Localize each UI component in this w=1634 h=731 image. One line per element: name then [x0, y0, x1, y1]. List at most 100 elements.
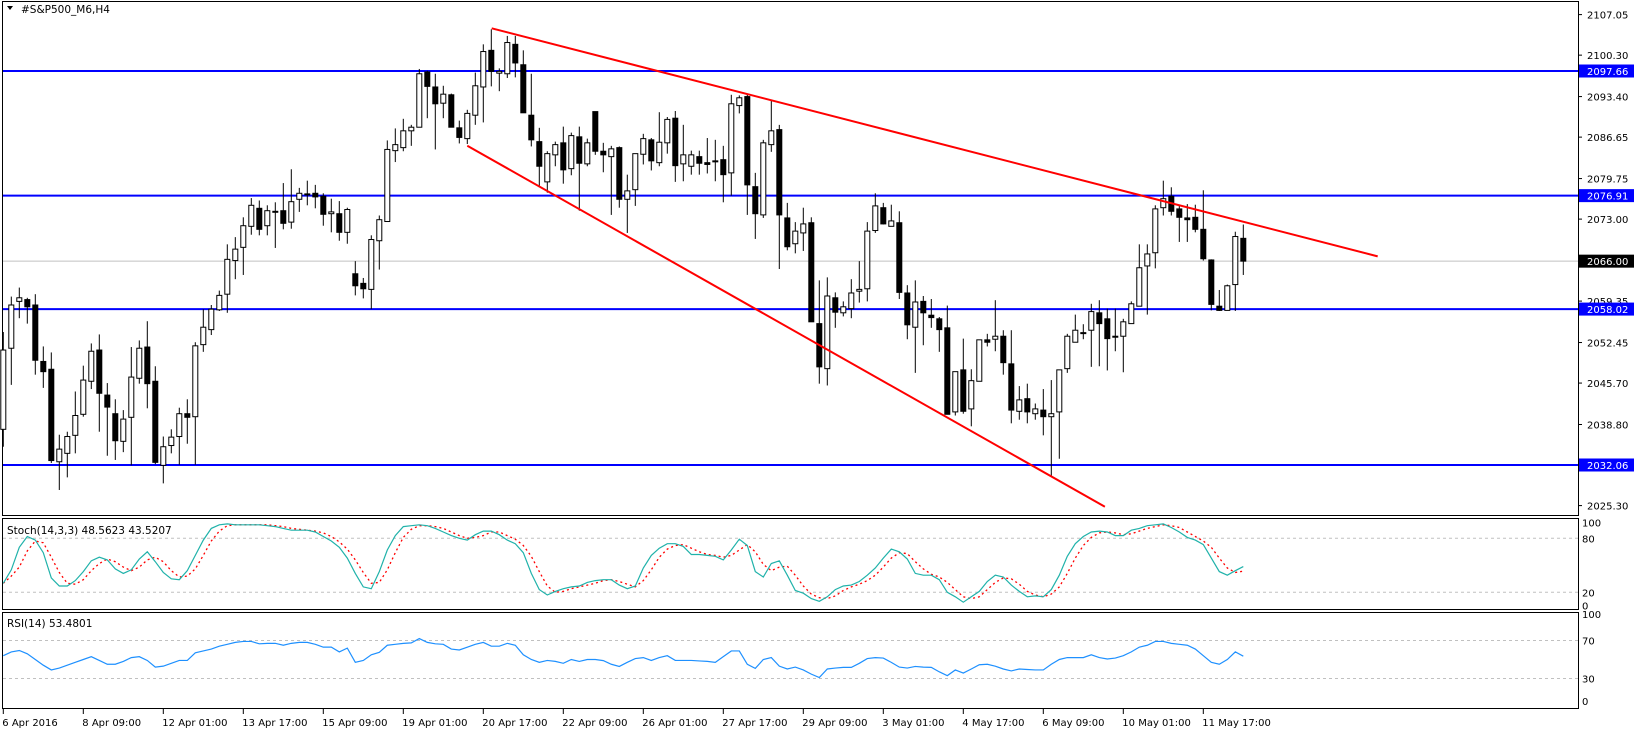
candle-body	[136, 347, 143, 379]
bull-candle	[0, 332, 7, 447]
bear-candle	[808, 217, 815, 323]
candle-body	[456, 127, 463, 138]
candle-body	[120, 418, 127, 442]
candle-body	[416, 73, 423, 128]
bull-candle	[1224, 284, 1231, 311]
bear-candle	[24, 297, 31, 324]
time-label: 27 Apr 17:00	[722, 718, 787, 729]
candle-body	[576, 136, 583, 164]
candle-body	[568, 135, 575, 170]
candle-body	[688, 154, 695, 167]
candle-body	[600, 150, 607, 156]
bear-candle	[360, 277, 367, 299]
candle-body	[376, 219, 383, 242]
candle-body	[544, 153, 551, 183]
candle-body	[424, 71, 431, 87]
candle-body	[400, 130, 407, 149]
bull-candle	[712, 139, 719, 182]
candle-body	[104, 394, 111, 408]
bear-candle	[1208, 259, 1215, 311]
bull-candle	[1088, 303, 1095, 367]
candle-body	[352, 273, 359, 287]
rsi-line	[3, 637, 1244, 679]
candle-body	[248, 204, 255, 227]
bear-candle	[648, 138, 655, 171]
bull-candle	[640, 133, 647, 165]
candle-body	[360, 282, 367, 290]
bull-candle	[1016, 386, 1023, 420]
candle-body	[1144, 253, 1151, 267]
level-price-label: 2097.66	[1587, 67, 1628, 78]
candle-body	[712, 160, 719, 163]
candle-body	[160, 446, 167, 466]
candle-body	[1136, 267, 1143, 307]
candle-body	[632, 153, 639, 191]
bull-candle	[376, 215, 383, 270]
candle-body	[40, 360, 47, 373]
price-label: 2107.05	[1587, 11, 1628, 22]
bear-candle	[1104, 308, 1111, 371]
bear-candle	[1200, 190, 1207, 261]
bull-candle	[840, 301, 847, 317]
price-axis: 2107.05 2100.30 2093.40 2086.65 2079.75 2073.…	[1578, 11, 1634, 513]
bull-candle	[952, 371, 959, 416]
bull-candle	[464, 109, 471, 145]
stochastic-panel[interactable]	[2, 518, 1579, 610]
trendline-lower[interactable]	[466, 144, 1106, 508]
bull-candle	[544, 151, 551, 193]
candle-body	[344, 208, 351, 233]
time-axis: 6 Apr 2016 8 Apr 09:00 12 Apr 01:00 13 Apr …	[2, 709, 1271, 729]
candle-body	[656, 141, 663, 164]
bull-candle	[16, 287, 23, 319]
bull-candle	[392, 128, 399, 163]
bull-candle	[1048, 380, 1055, 477]
level-price-label: 2076.91	[1587, 192, 1628, 203]
candle-body	[528, 114, 535, 141]
candle-body	[472, 85, 479, 116]
bear-candle	[744, 94, 751, 215]
main-panel[interactable]	[2, 1, 1579, 516]
stoch-axis-label: 0	[1582, 601, 1588, 612]
bull-candle	[1144, 244, 1151, 315]
candle-body	[768, 130, 775, 146]
bull-candle	[736, 95, 743, 114]
candle-body	[392, 144, 399, 152]
bull-candle	[656, 112, 663, 167]
trendline-upper[interactable]	[491, 27, 1378, 258]
time-label: 4 May 17:00	[962, 718, 1024, 729]
price-label: 2045.70	[1587, 379, 1628, 390]
triangle-down-icon[interactable]	[7, 6, 13, 10]
time-label: 22 Apr 09:00	[562, 718, 627, 729]
time-label: 19 Apr 01:00	[402, 718, 467, 729]
bear-candle	[896, 211, 903, 299]
rsi-chart: 100 70 30 0	[3, 610, 1601, 708]
bull-candle	[1136, 244, 1143, 307]
bull-candle	[120, 410, 127, 453]
bear-candle	[336, 201, 343, 241]
bear-candle	[784, 202, 791, 251]
candle-body	[944, 327, 951, 415]
level-price-badge	[1579, 64, 1634, 78]
stochastic-chart: 100 80 20 0	[2, 518, 1601, 612]
candle-body	[1120, 321, 1127, 337]
candle-body	[1080, 332, 1087, 335]
bear-candle	[1240, 224, 1247, 275]
candle-body	[744, 96, 751, 186]
bull-candle	[224, 244, 231, 313]
candle-body	[1192, 216, 1199, 230]
candle-body	[1160, 198, 1167, 209]
candle-body	[296, 192, 303, 200]
level-price-label: 2058.02	[1587, 305, 1628, 316]
candle-body	[800, 223, 807, 234]
candle-body	[168, 436, 175, 447]
bull-candle	[344, 207, 351, 244]
stoch-axis-label: 20	[1582, 588, 1595, 599]
rsi-panel[interactable]	[2, 612, 1579, 709]
bear-candle	[528, 73, 535, 147]
candle-body	[408, 126, 415, 132]
bull-candle	[768, 100, 775, 152]
candle-body	[1016, 399, 1023, 412]
bear-candle	[448, 93, 455, 128]
bull-candle	[264, 205, 271, 236]
